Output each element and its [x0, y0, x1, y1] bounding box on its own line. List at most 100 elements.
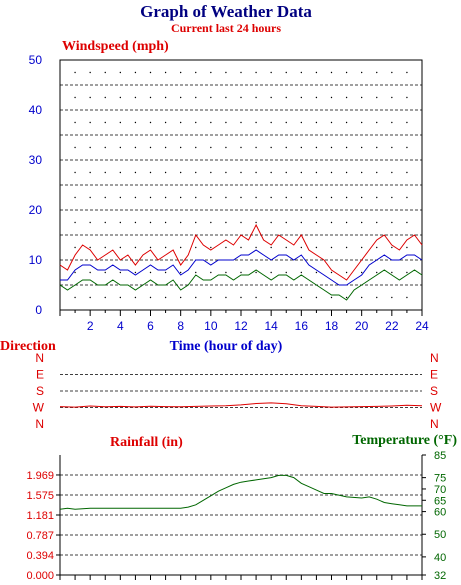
time-xlabel: Time (hour of day) — [170, 339, 283, 354]
windspeed-grid-dot — [179, 246, 182, 249]
windspeed-grid-dot — [195, 96, 197, 99]
windspeed-grid-dot — [406, 121, 408, 124]
windspeed-grid-dot — [376, 71, 378, 74]
direction-ylabel: Direction — [0, 339, 56, 354]
windspeed-grid-dot — [164, 196, 167, 199]
windspeed-grid-dot — [360, 71, 363, 74]
windspeed-grid-dot — [134, 146, 137, 149]
temperature-y-tick-label: 50 — [434, 529, 446, 541]
windspeed-grid-dot — [406, 96, 408, 99]
windspeed-x-tick-label: 20 — [355, 319, 369, 333]
windspeed-grid-dot — [119, 171, 122, 174]
windspeed-grid-dot — [285, 171, 287, 174]
windspeed-grid-dot — [164, 96, 167, 99]
rainfall-ylabel: Rainfall (in) — [110, 435, 183, 450]
windspeed-grid-dot — [330, 71, 333, 74]
rain-x-ticks — [59, 575, 423, 580]
windspeed-grid-dot — [300, 171, 303, 174]
temperature-y-tick-label: 32 — [434, 570, 446, 582]
windspeed-grid-dot — [255, 221, 257, 224]
windspeed-x-tick-label: 18 — [325, 319, 339, 333]
windspeed-grid-dot — [270, 221, 272, 224]
windspeed-grid-dot — [74, 196, 76, 199]
windspeed-grid-dot — [300, 146, 303, 149]
windspeed-grid-dot — [255, 121, 257, 124]
windspeed-grid-dot — [270, 196, 272, 199]
windspeed-grid-dot — [345, 171, 348, 174]
windspeed-grid-dot — [225, 271, 227, 274]
windspeed-grid-dot — [360, 296, 363, 299]
windspeed-grid-dot — [240, 296, 242, 299]
windspeed-grid-dot — [330, 296, 333, 299]
chart-title: Graph of Weather Data — [140, 2, 312, 21]
windspeed-grid-dot — [376, 296, 378, 299]
windspeed-grid-dot — [345, 271, 348, 274]
windspeed-grid-dot — [179, 171, 182, 174]
windspeed-grid-dot — [391, 196, 393, 199]
rainfall-y-tick-label: 0.000 — [26, 570, 54, 582]
windspeed-grid-dot — [270, 246, 272, 249]
windspeed-grid-dot — [74, 71, 76, 74]
windspeed-grid-dot — [164, 221, 167, 224]
windspeed-grid-dot — [391, 96, 393, 99]
windspeed-grid-dot — [255, 96, 257, 99]
windspeed-grid-dot — [89, 96, 91, 99]
windspeed-grid-dot — [345, 96, 348, 99]
direction-series-line — [59, 402, 423, 408]
direction-y-tick-label-right: N — [430, 351, 439, 365]
windspeed-grid-dot — [225, 246, 227, 249]
windspeed-x-tick-label: 14 — [264, 319, 278, 333]
windspeed-grid-dot — [195, 196, 197, 199]
windspeed-grid-dot — [270, 96, 272, 99]
windspeed-series-line-2 — [60, 249, 423, 286]
windspeed-grid-dot — [104, 71, 106, 74]
windspeed-grid-dot — [360, 121, 363, 124]
direction-y-tick-label-right: S — [430, 384, 438, 398]
windspeed-grid-dot — [210, 171, 212, 174]
windspeed-grid-dot — [179, 96, 182, 99]
windspeed-grid-dot — [179, 196, 182, 199]
windspeed-grid-dot — [360, 96, 363, 99]
windspeed-series — [59, 223, 423, 301]
direction-y-tick-label-left: S — [36, 384, 44, 398]
windspeed-grid-dot — [270, 171, 272, 174]
windspeed-grid-dot — [255, 296, 257, 299]
windspeed-grid-dot — [406, 246, 408, 249]
windspeed-grid-dot — [104, 221, 106, 224]
windspeed-grid-dot — [89, 121, 91, 124]
windspeed-grid-dot — [225, 196, 227, 199]
windspeed-grid-dot — [391, 146, 393, 149]
windspeed-grid-dot — [210, 296, 212, 299]
windspeed-grid-dot — [74, 246, 76, 249]
windspeed-grid-dot — [391, 71, 393, 74]
windspeed-grid-dot — [179, 221, 182, 224]
direction-y-tick-label-right: N — [430, 417, 439, 431]
windspeed-grid-dot — [240, 71, 242, 74]
windspeed-grid-dot — [285, 296, 287, 299]
windspeed-grid-dot — [406, 296, 408, 299]
windspeed-grid-dot — [330, 271, 333, 274]
rainfall-y-tick-label: 1.969 — [26, 470, 54, 482]
windspeed-grid-dot — [134, 171, 137, 174]
windspeed-grid-dot — [330, 121, 333, 124]
windspeed-grid-dot — [376, 121, 378, 124]
windspeed-grid-dot — [345, 246, 348, 249]
windspeed-grid-dot — [149, 271, 152, 274]
windspeed-grid-dot — [119, 246, 122, 249]
windspeed-grid-dot — [391, 271, 393, 274]
windspeed-grid-dot — [225, 171, 227, 174]
rainfall-y-tick-label: 0.787 — [26, 530, 54, 542]
windspeed-grid-dot — [285, 96, 287, 99]
windspeed-grid-dot — [225, 146, 227, 149]
windspeed-grid-dot — [89, 271, 91, 274]
rainfall-y-tick-label: 1.575 — [26, 490, 54, 502]
temperature-y-tick-label: 70 — [434, 484, 446, 496]
windspeed-grid-dot — [315, 246, 318, 249]
windspeed-grid-dot — [195, 171, 197, 174]
windspeed-grid-dot — [149, 171, 152, 174]
windspeed-grid-dot — [285, 271, 287, 274]
windspeed-grid-dot — [285, 146, 287, 149]
windspeed-grid-dot — [360, 246, 363, 249]
windspeed-grid-dot — [119, 121, 122, 124]
windspeed-grid-dot — [104, 146, 106, 149]
